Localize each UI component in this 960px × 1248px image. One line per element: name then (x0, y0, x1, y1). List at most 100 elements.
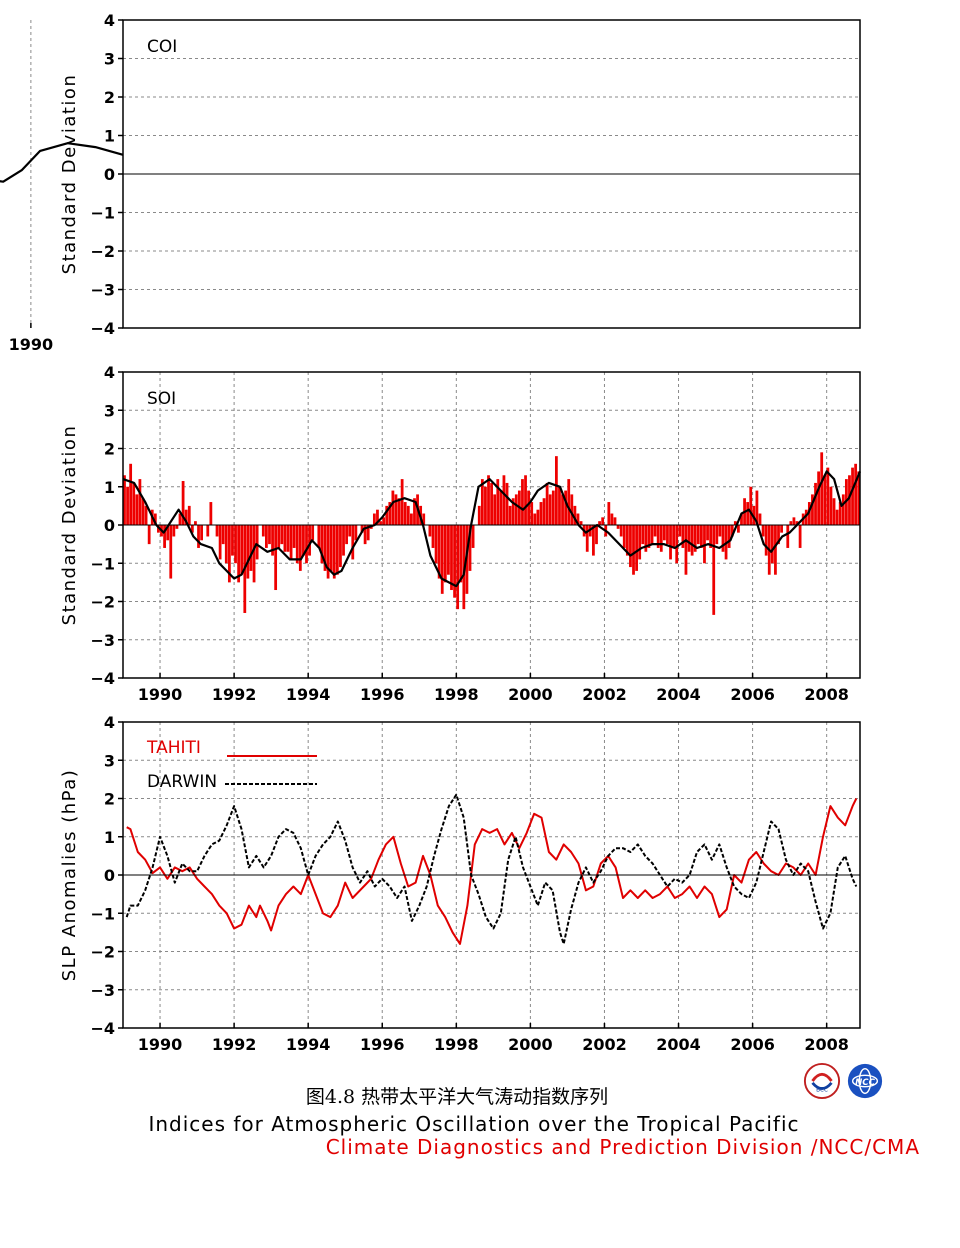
y-tick-label: −3 (90, 631, 115, 650)
bar (422, 513, 426, 525)
bar (345, 525, 348, 545)
bar (246, 525, 250, 579)
bar (351, 525, 355, 560)
bar (662, 525, 666, 541)
bar (721, 525, 725, 552)
bar (570, 494, 574, 525)
bar (431, 525, 435, 548)
y-tick-label: −1 (90, 904, 115, 923)
chart-panel-2: 4 3 2 1 0 −1 −2 −3 −4 1990 1992 1994 1996 1998 2000 200… (59, 363, 862, 704)
bar (391, 490, 395, 525)
bar (360, 525, 364, 533)
bar (317, 525, 321, 548)
bar (302, 525, 305, 556)
bar (647, 525, 651, 548)
bar (363, 525, 367, 545)
bar (733, 521, 737, 525)
bar (656, 525, 660, 548)
bar (499, 490, 503, 525)
bar (311, 525, 315, 541)
bar (508, 505, 512, 525)
y-tick-label: 0 (104, 516, 115, 535)
bar (678, 525, 682, 537)
bar (613, 517, 617, 525)
bar (428, 525, 432, 537)
bar (709, 525, 713, 548)
bar (786, 525, 790, 548)
bar (857, 471, 861, 525)
bar (669, 525, 672, 560)
bar (675, 525, 679, 564)
bar (157, 525, 160, 533)
bar (659, 525, 663, 552)
x-tick-label: 1996 (360, 685, 405, 704)
bar (437, 525, 441, 579)
bar (354, 525, 358, 541)
bar (305, 525, 308, 564)
bar (561, 494, 564, 525)
bar (440, 525, 444, 594)
bar (397, 498, 401, 525)
bar (224, 525, 228, 564)
y-axis-label: SLP Anomalies (hPa) (59, 769, 80, 982)
bar (292, 525, 296, 548)
bcc-logo-text: BCC (816, 1087, 828, 1093)
bar (573, 505, 577, 525)
bar (693, 525, 697, 552)
bar (123, 475, 126, 525)
bar (342, 525, 345, 556)
bar (521, 479, 524, 525)
panel-label: COI (147, 37, 177, 57)
y-tick-label: −2 (90, 943, 115, 962)
bar (400, 479, 404, 525)
chart-panel-3: 4 3 2 1 0 −1 −2 −3 −4 1990 1992 1994 1996 1998 2000 200… (59, 713, 861, 1054)
bar (323, 525, 327, 571)
bar (277, 525, 281, 548)
bar (261, 525, 265, 537)
bar (666, 525, 669, 545)
bar (206, 525, 210, 537)
bar (690, 525, 694, 556)
caption-chinese: 图4.8 热带太平洋大气涛动指数序列 (306, 1086, 608, 1108)
y-tick-label: 2 (104, 440, 115, 459)
bar (283, 525, 287, 552)
bar (554, 456, 558, 525)
panel-label: SOI (147, 389, 176, 409)
bar (388, 502, 392, 525)
x-tick-label: 1994 (286, 1035, 331, 1054)
x-tick-label: 2004 (656, 1035, 701, 1054)
bar (329, 525, 333, 571)
bar (477, 505, 481, 525)
x-tick-label: 2006 (730, 685, 775, 704)
x-tick-label: 1990 (9, 335, 54, 354)
bar (826, 467, 830, 525)
bar (622, 525, 626, 548)
x-tick-label: 1990 (138, 685, 183, 704)
bar (848, 475, 851, 525)
bar (394, 494, 398, 525)
bar (443, 525, 447, 583)
bar (755, 490, 759, 525)
bar (758, 513, 762, 525)
y-tick-label: 1 (104, 828, 115, 847)
bar (576, 513, 580, 525)
y-tick-label: 2 (104, 88, 115, 107)
bar (835, 509, 839, 525)
bar (221, 525, 225, 545)
y-tick-label: −1 (90, 204, 115, 223)
y-tick-label: −4 (90, 1019, 115, 1038)
x-tick-label: 2002 (582, 1035, 627, 1054)
bar (820, 452, 824, 525)
bar (610, 513, 614, 525)
bar (706, 525, 709, 541)
bar (487, 475, 490, 525)
bar (200, 525, 203, 541)
x-tick-label: 1996 (360, 1035, 405, 1054)
bar (629, 525, 632, 568)
bar (197, 525, 200, 548)
bar (403, 502, 407, 525)
bar (533, 513, 537, 525)
bar (459, 525, 463, 583)
x-tick-label: 2006 (730, 1035, 775, 1054)
legend-label-tahiti: TAHITI (146, 738, 201, 758)
